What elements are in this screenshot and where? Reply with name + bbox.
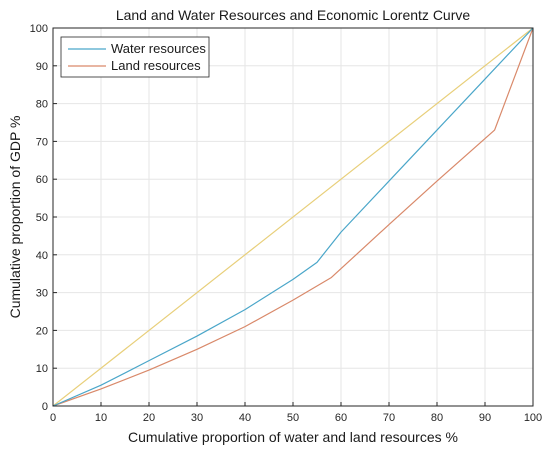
series-lines (52, 27, 534, 407)
y-tick-label: 90 (36, 61, 48, 73)
land-resources-line (52, 27, 534, 407)
x-tick-label: 80 (431, 412, 443, 424)
y-tick-label: 100 (30, 23, 48, 35)
equality-line (52, 27, 534, 407)
water-resources-line (52, 27, 534, 407)
x-axis-title: Cumulative proportion of water and land … (128, 429, 458, 445)
chart-title: Land and Water Resources and Economic Lo… (116, 7, 471, 23)
x-tick-label: 20 (143, 412, 155, 424)
x-tick-label: 50 (287, 412, 299, 424)
legend-label-water: Water resources (111, 41, 206, 56)
y-tick-label: 0 (42, 401, 48, 413)
y-tick-label: 70 (36, 136, 48, 148)
x-tick-label: 60 (335, 412, 347, 424)
legend: Water resources Land resources (60, 36, 210, 78)
y-axis-title: Cumulative proportion of GDP % (7, 116, 23, 319)
legend-label-land: Land resources (111, 58, 201, 73)
y-tick-label: 20 (36, 325, 48, 337)
x-tick-label: 0 (50, 412, 56, 424)
ticks: 0 10 20 30 40 50 60 70 80 90 100 0 10 20 30 40 50 60 70 80 9… (30, 23, 543, 424)
y-tick-label: 80 (36, 99, 48, 111)
x-tick-label: 100 (524, 412, 542, 424)
y-tick-label: 10 (36, 363, 48, 375)
legend-box (60, 36, 210, 78)
x-tick-label: 40 (239, 412, 251, 424)
y-tick-label: 60 (36, 174, 48, 186)
x-tick-label: 90 (479, 412, 491, 424)
x-tick-label: 30 (191, 412, 203, 424)
y-tick-label: 40 (36, 250, 48, 262)
x-tick-label: 10 (95, 412, 107, 424)
y-tick-label: 50 (36, 212, 48, 224)
y-tick-label: 30 (36, 288, 48, 300)
x-tick-label: 70 (383, 412, 395, 424)
